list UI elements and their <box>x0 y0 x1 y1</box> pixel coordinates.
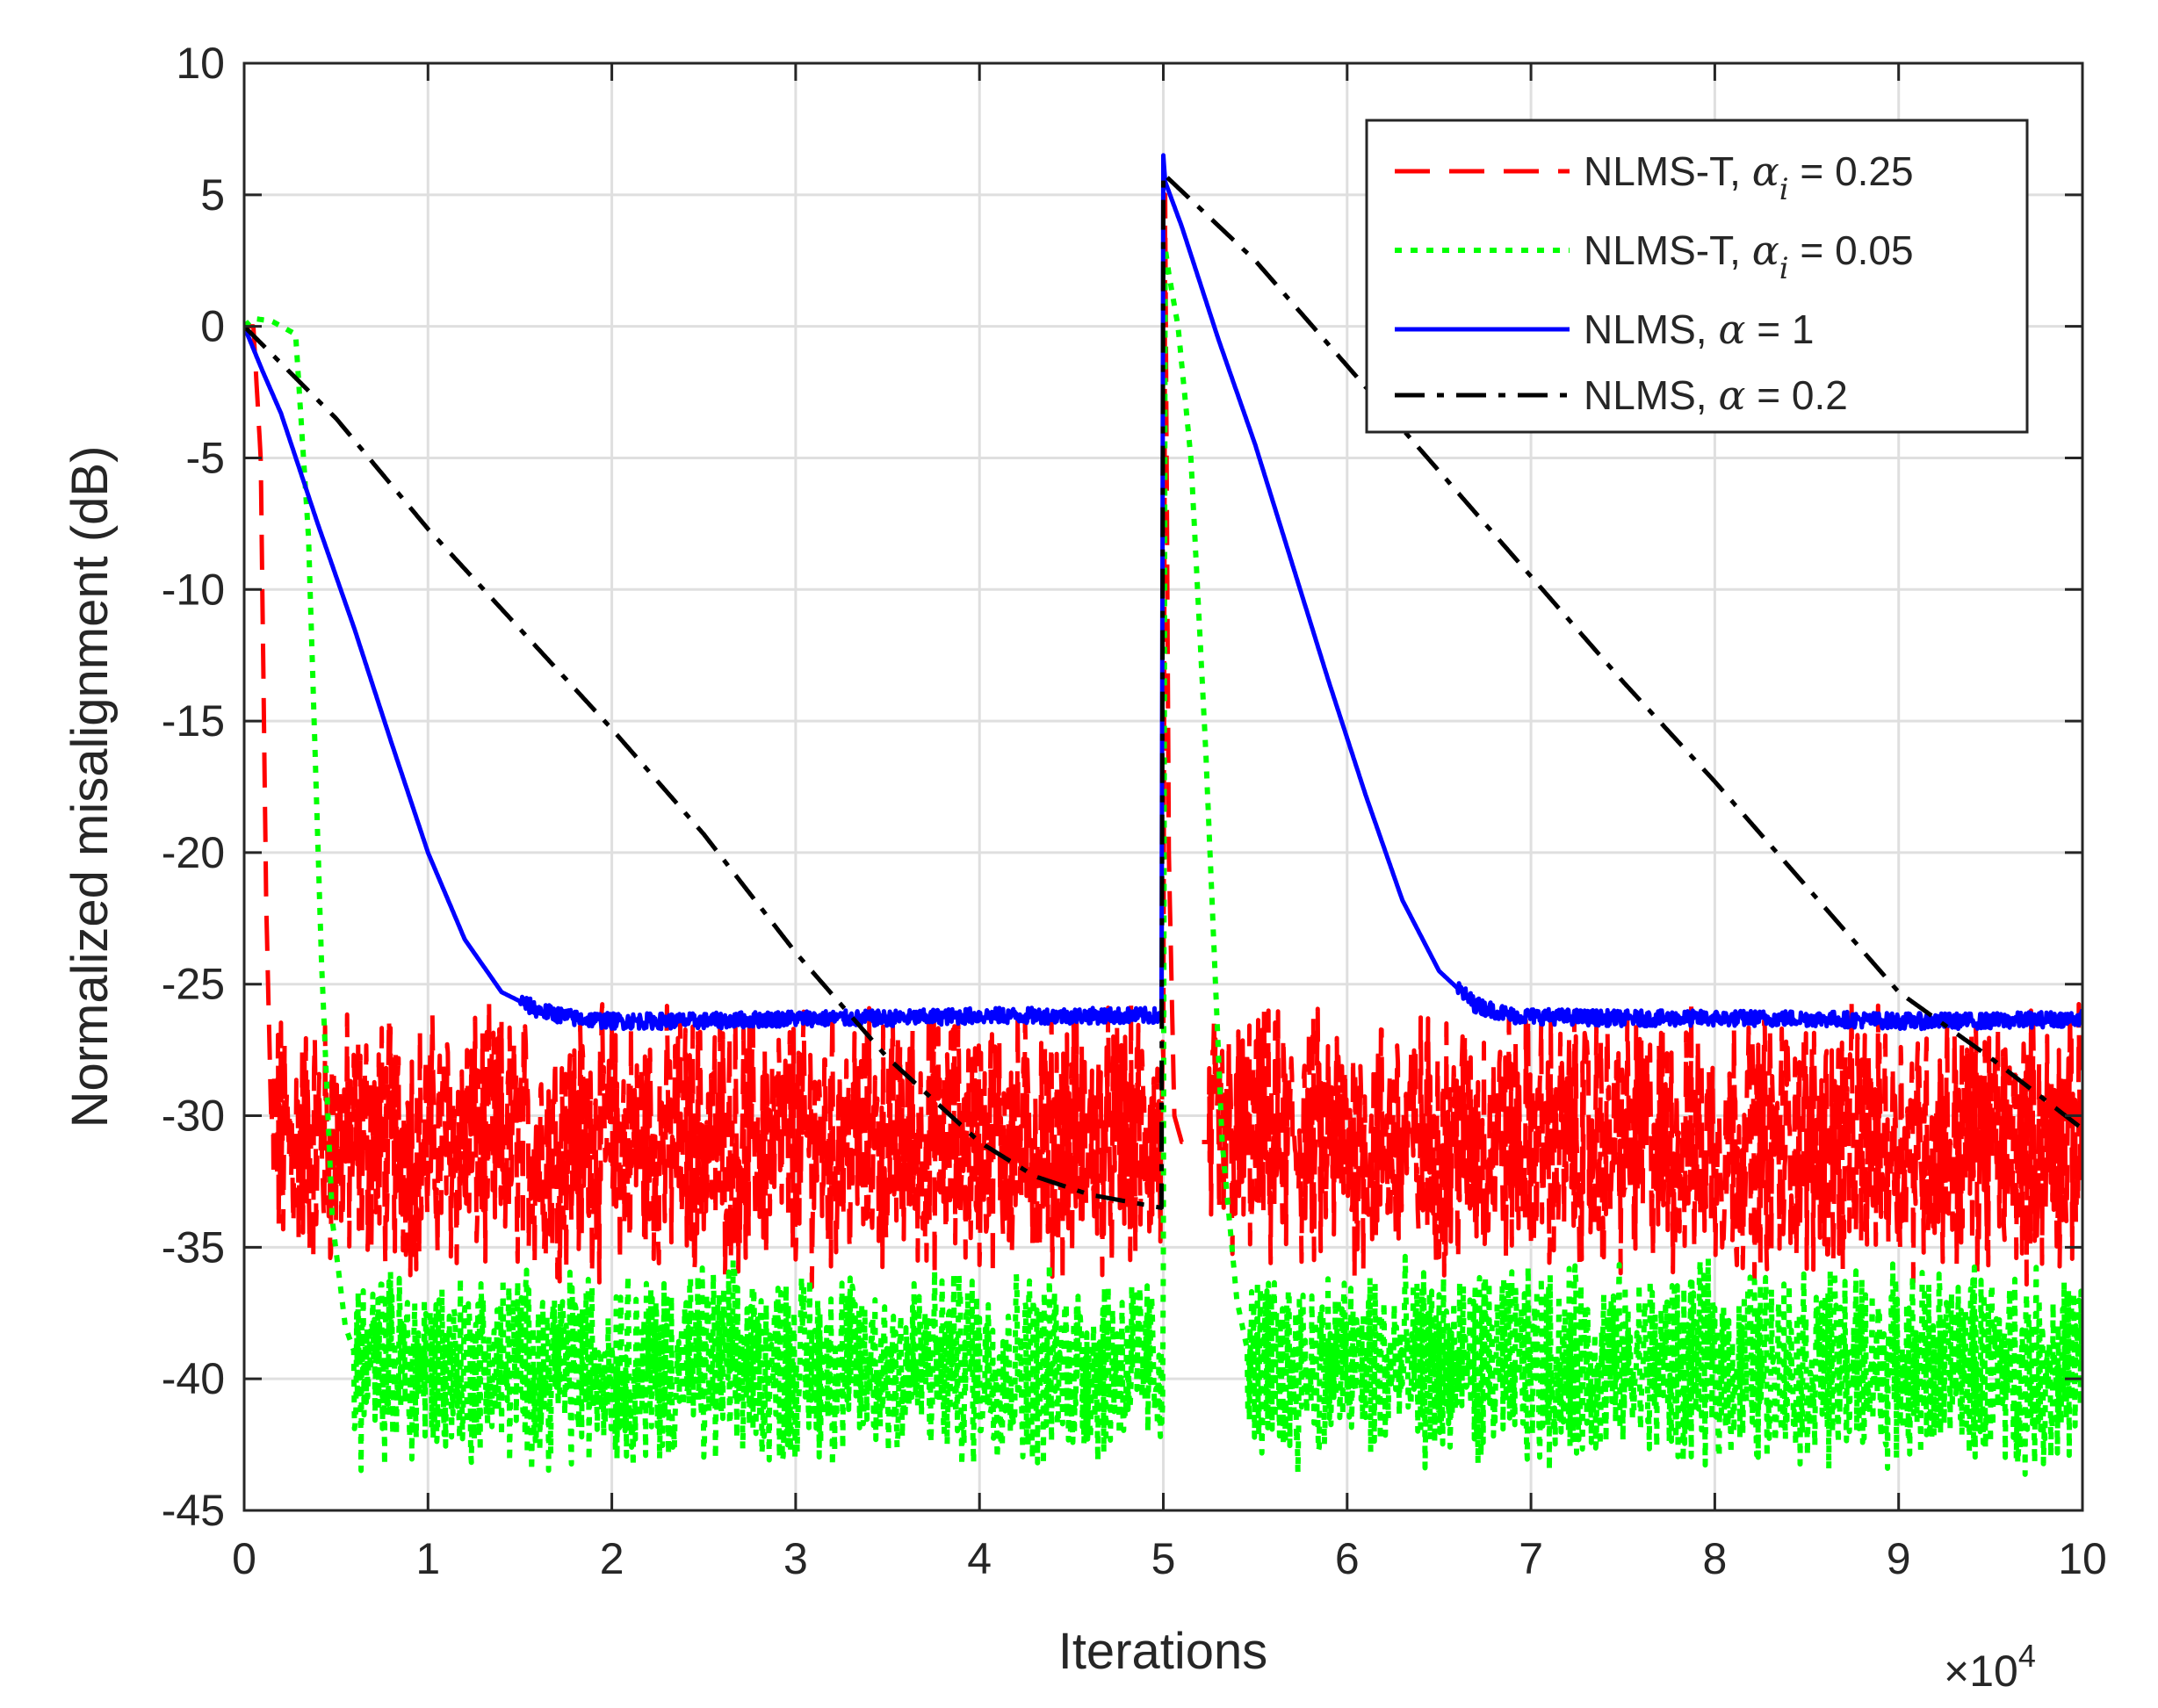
x-tick-label: 9 <box>1887 1534 1911 1583</box>
x-tick-labels: 0 1 2 3 4 5 6 7 8 9 10 <box>232 1534 2107 1583</box>
y-tick-label: 10 <box>176 39 225 88</box>
x-tick-label: 4 <box>967 1534 992 1583</box>
legend-subscript: i <box>1779 251 1789 286</box>
series-line-4 <box>244 171 2082 1210</box>
legend-symbol: α <box>1752 148 1779 195</box>
legend-value: = 1 <box>1745 306 1814 352</box>
legend-value: = 0.25 <box>1789 148 1914 194</box>
legend-label-4: NLMS, α = 0.2 <box>1584 371 1848 419</box>
ticks <box>242 61 2084 1512</box>
legend-value: = 0.2 <box>1745 372 1847 418</box>
y-tick-label: -10 <box>162 565 225 614</box>
y-tick-label: -45 <box>162 1486 225 1535</box>
x-tick-label: 6 <box>1335 1534 1360 1583</box>
y-tick-label: -5 <box>186 433 225 482</box>
series-layer <box>244 153 2082 1477</box>
legend-symbol: α <box>1718 306 1745 353</box>
x-tick-label: 7 <box>1519 1534 1543 1583</box>
x-tick-label: 1 <box>415 1534 440 1583</box>
legend-label-1: NLMS-T, αi = 0.25 <box>1584 148 1914 207</box>
legend-label-3: NLMS, α = 1 <box>1584 306 1814 353</box>
series-line-2 <box>244 244 2082 1477</box>
legend-subscript: i <box>1779 172 1789 207</box>
x-multiplier-exponent: 4 <box>2018 1638 2036 1674</box>
x-axis-label: Iterations <box>1058 1623 1268 1680</box>
legend-symbol: α <box>1718 371 1745 419</box>
x-tick-label: 0 <box>232 1534 256 1583</box>
y-tick-label: -25 <box>162 960 225 1009</box>
series-line-3 <box>244 153 2082 1032</box>
x-tick-label: 2 <box>600 1534 624 1583</box>
legend-text: NLMS-T, <box>1584 227 1752 273</box>
y-tick-label: -15 <box>162 696 225 746</box>
legend-symbol: α <box>1752 227 1779 274</box>
y-tick-label: -40 <box>162 1354 225 1403</box>
legend-label-2: NLMS-T, αi = 0.05 <box>1584 227 1914 286</box>
y-tick-label: -30 <box>162 1092 225 1141</box>
legend-value: = 0.05 <box>1789 227 1914 273</box>
legend-text: NLMS, <box>1584 306 1718 352</box>
legend-text: NLMS, <box>1584 372 1718 418</box>
x-tick-label: 5 <box>1151 1534 1176 1583</box>
x-tick-label: 8 <box>1702 1534 1727 1583</box>
x-tick-label: 3 <box>783 1534 808 1583</box>
x-multiplier: ×104 <box>1944 1638 2036 1696</box>
legend-text: NLMS-T, <box>1584 148 1752 194</box>
y-tick-labels: 10 5 0 -5 -10 -15 -20 -25 -30 -35 -40 -45 <box>162 39 225 1535</box>
y-tick-label: 5 <box>200 170 225 220</box>
y-tick-label: -20 <box>162 828 225 877</box>
x-tick-label: 10 <box>2058 1534 2107 1583</box>
y-tick-label: -35 <box>162 1222 225 1272</box>
x-multiplier-base: ×10 <box>1944 1647 2018 1696</box>
y-axis-label: Normalized misalignment (dB) <box>61 446 119 1128</box>
y-tick-label: 0 <box>200 302 225 351</box>
